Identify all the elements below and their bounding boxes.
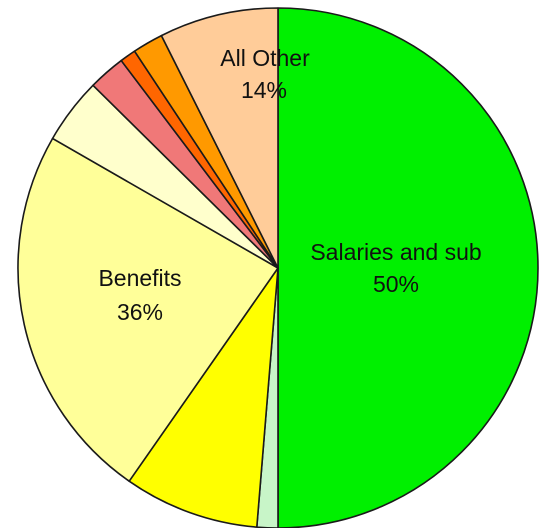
label-salaries-name: Salaries and sub [310,239,481,265]
label-benefits-name: Benefits [98,265,181,291]
label-salaries-pct: 50% [373,271,419,297]
pie-labels: Salaries and sub 50% Benefits 36% All Ot… [98,45,481,325]
pie-slices [17,7,539,528]
pie-slice-all-other [160,7,279,269]
pie-slice-unlabeled-2 [128,267,279,528]
label-all-other-name: All Other [220,45,310,71]
pie-slice-salaries-and-sub [277,7,539,528]
label-benefits-pct: 36% [117,299,163,325]
pie-slice-benefits [17,137,279,482]
label-all-other-pct: 14% [241,77,287,103]
